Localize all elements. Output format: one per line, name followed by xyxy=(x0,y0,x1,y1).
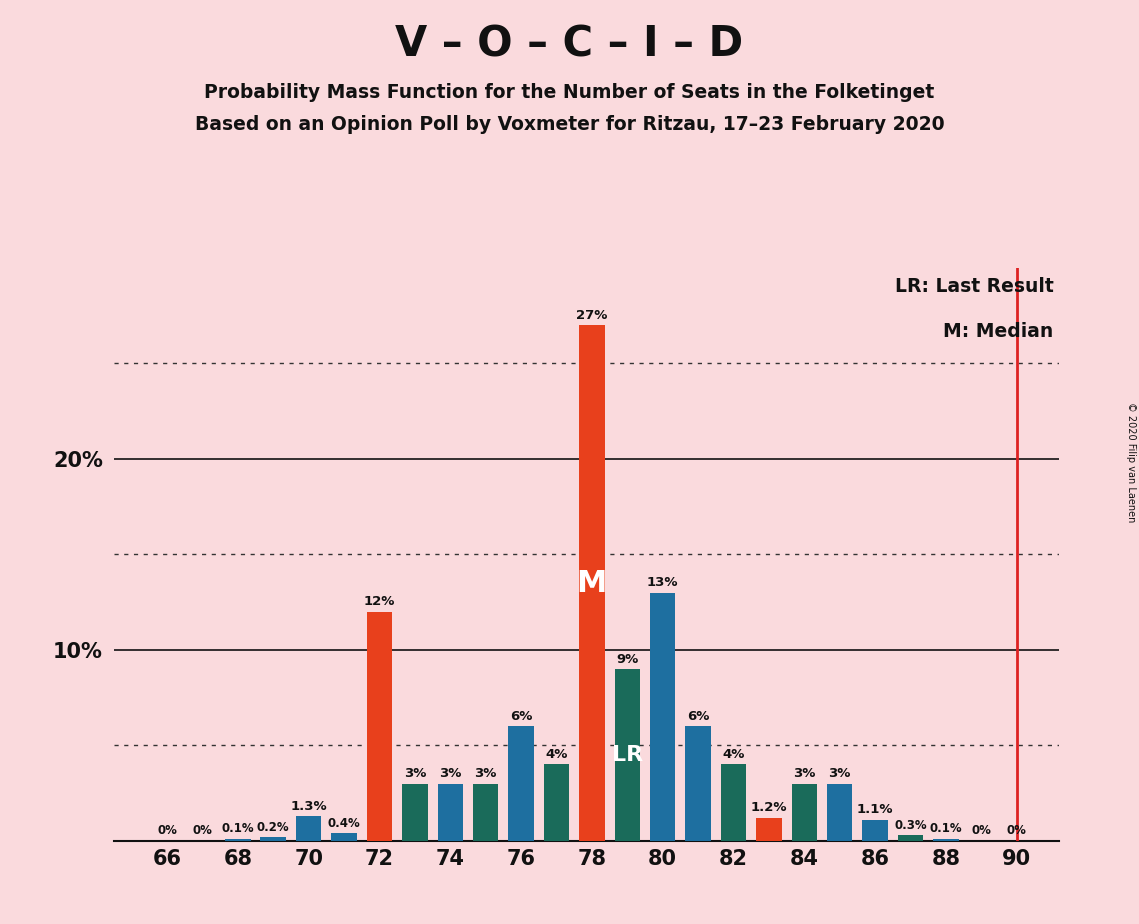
Bar xyxy=(615,669,640,841)
Text: 27%: 27% xyxy=(576,309,607,322)
Bar xyxy=(686,726,711,841)
Text: 0%: 0% xyxy=(1007,824,1026,837)
Bar xyxy=(792,784,817,841)
Bar xyxy=(543,764,570,841)
Bar xyxy=(650,592,675,841)
Bar xyxy=(296,816,321,841)
Bar xyxy=(473,784,499,841)
Text: 4%: 4% xyxy=(722,748,745,761)
Text: 6%: 6% xyxy=(510,710,532,723)
Bar xyxy=(226,839,251,841)
Text: 6%: 6% xyxy=(687,710,710,723)
Text: 9%: 9% xyxy=(616,652,639,665)
Text: 4%: 4% xyxy=(546,748,567,761)
Bar xyxy=(508,726,534,841)
Text: 3%: 3% xyxy=(828,767,851,780)
Text: 0.2%: 0.2% xyxy=(257,821,289,833)
Text: 0.1%: 0.1% xyxy=(221,822,254,835)
Bar xyxy=(331,833,357,841)
Bar xyxy=(721,764,746,841)
Text: 0.3%: 0.3% xyxy=(894,819,927,832)
Bar xyxy=(402,784,427,841)
Bar xyxy=(261,837,286,841)
Text: 13%: 13% xyxy=(647,577,679,590)
Text: 3%: 3% xyxy=(403,767,426,780)
Text: Based on an Opinion Poll by Voxmeter for Ritzau, 17–23 February 2020: Based on an Opinion Poll by Voxmeter for… xyxy=(195,116,944,135)
Text: M: Median: M: Median xyxy=(943,322,1054,341)
Bar xyxy=(756,818,781,841)
Text: LR: LR xyxy=(612,745,642,765)
Text: Probability Mass Function for the Number of Seats in the Folketinget: Probability Mass Function for the Number… xyxy=(204,83,935,103)
Bar xyxy=(898,835,924,841)
Text: M: M xyxy=(576,568,607,598)
Text: 0%: 0% xyxy=(157,824,177,837)
Bar xyxy=(862,820,888,841)
Text: 0%: 0% xyxy=(972,824,991,837)
Text: LR: Last Result: LR: Last Result xyxy=(895,277,1054,297)
Text: 3%: 3% xyxy=(475,767,497,780)
Bar xyxy=(933,839,959,841)
Text: 0.4%: 0.4% xyxy=(328,817,360,830)
Text: 1.3%: 1.3% xyxy=(290,799,327,812)
Text: 1.1%: 1.1% xyxy=(857,803,893,817)
Text: 0%: 0% xyxy=(192,824,212,837)
Text: 1.2%: 1.2% xyxy=(751,801,787,814)
Bar xyxy=(367,612,392,841)
Text: 12%: 12% xyxy=(363,595,395,608)
Text: © 2020 Filip van Laenen: © 2020 Filip van Laenen xyxy=(1126,402,1136,522)
Text: 0.1%: 0.1% xyxy=(929,822,962,835)
Bar xyxy=(437,784,464,841)
Bar xyxy=(827,784,852,841)
Text: V – O – C – I – D: V – O – C – I – D xyxy=(395,23,744,65)
Bar xyxy=(579,325,605,841)
Text: 3%: 3% xyxy=(439,767,461,780)
Text: 3%: 3% xyxy=(793,767,816,780)
